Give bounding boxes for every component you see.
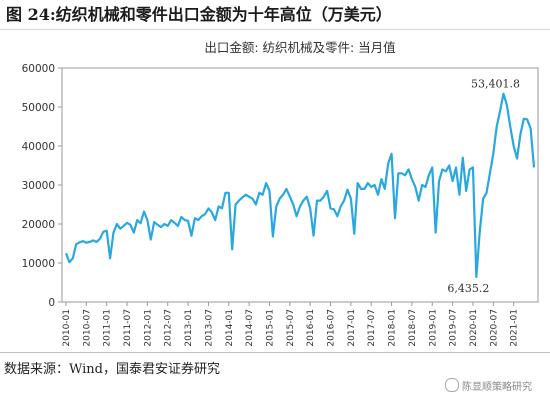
chart-container: 出口金额: 纺织机械及零件: 当月值 0 10000 20000 30000 40000 5… xyxy=(0,30,550,378)
x-tick-label: 2019-01 xyxy=(428,309,438,347)
y-tick-label: 10000 xyxy=(22,258,55,270)
y-tick-label: 30000 xyxy=(22,180,55,192)
x-tick-label: 2020-01 xyxy=(469,309,479,347)
x-tick-label: 2016-07 xyxy=(327,309,337,347)
x-tick-label: 2017-01 xyxy=(347,309,357,347)
x-tick-label: 2014-01 xyxy=(225,309,235,347)
annotation-trough: 6,435.2 xyxy=(447,282,489,295)
y-tick-label: 0 xyxy=(48,297,55,309)
x-tick-label: 2021-01 xyxy=(510,309,520,347)
divider xyxy=(0,352,550,353)
x-tick-label: 2012-01 xyxy=(143,309,153,347)
x-tick-label: 2015-01 xyxy=(265,309,275,347)
chart-title: 出口金额: 纺织机械及零件: 当月值 xyxy=(204,40,395,55)
x-tick-label: 2011-07 xyxy=(123,309,133,347)
y-tick-label: 40000 xyxy=(22,141,55,153)
x-tick-label: 2018-01 xyxy=(388,309,398,347)
watermark: 陈显顺策略研究 xyxy=(445,378,532,393)
source-note: 数据来源：Wind，国泰君安证券研究 xyxy=(4,362,220,377)
x-tick-label: 2018-07 xyxy=(408,309,418,347)
x-tick-label: 2015-07 xyxy=(286,309,296,347)
wechat-icon xyxy=(445,378,459,392)
annotation-peak: 53,401.8 xyxy=(471,78,520,91)
figure-title: 图 24:纺织机械和零件出口金额为十年高位（万美元） xyxy=(0,0,550,30)
x-tick-label: 2010-01 xyxy=(62,309,72,347)
watermark-label: 陈显顺策略研究 xyxy=(462,382,532,393)
y-tick-label: 50000 xyxy=(22,102,55,114)
x-tick-label: 2020-07 xyxy=(489,309,499,347)
y-tick-label: 60000 xyxy=(22,63,55,75)
x-tick-label: 2014-07 xyxy=(245,309,255,347)
x-tick-label: 2012-07 xyxy=(164,309,174,347)
x-tick-label: 2013-01 xyxy=(184,309,194,347)
y-tick-label: 20000 xyxy=(22,219,55,231)
x-tick-label: 2019-07 xyxy=(449,309,459,347)
line-chart: 出口金额: 纺织机械及零件: 当月值 0 10000 20000 30000 40000 5… xyxy=(22,40,539,347)
x-tick-label: 2017-07 xyxy=(367,309,377,347)
x-tick-label: 2016-01 xyxy=(306,309,316,347)
x-tick-label: 2010-07 xyxy=(82,309,92,347)
x-tick-label: 2011-01 xyxy=(103,309,113,347)
series-line xyxy=(64,92,536,278)
x-tick-label: 2013-07 xyxy=(204,309,214,347)
